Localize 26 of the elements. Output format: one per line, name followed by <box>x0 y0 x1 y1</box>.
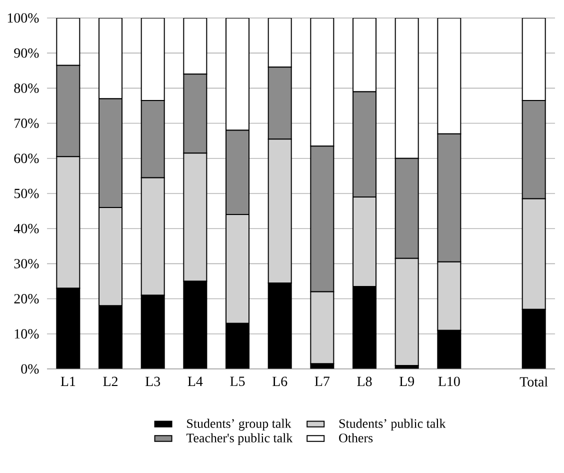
legend-label: Students’ group talk <box>187 418 292 431</box>
y-tick-label: 90% <box>14 48 39 58</box>
y-tick-label: 80% <box>14 83 39 93</box>
legend-label: Teacher's public talk <box>186 433 293 446</box>
y-tick-label: 40% <box>14 224 39 234</box>
legend-label: Students’ public talk <box>339 418 446 431</box>
y-tick-label: 20% <box>14 294 39 304</box>
x-tick-label: L2 <box>103 376 118 386</box>
x-tick-label: L3 <box>146 376 160 386</box>
x-tick-label: L5 <box>230 376 245 386</box>
x-tick-label: L6 <box>272 376 288 386</box>
x-tick-label: L7 <box>314 376 330 386</box>
y-tick-label: 70% <box>14 118 39 128</box>
x-tick-label: L10 <box>438 376 460 386</box>
y-tick-label: 100% <box>8 13 39 23</box>
x-tick-label: L4 <box>188 376 203 386</box>
y-tick-label: 0% <box>21 364 39 374</box>
x-tick-label: L8 <box>357 376 372 386</box>
y-tick-label: 50% <box>14 188 39 198</box>
legend-label: Others <box>339 433 373 442</box>
x-tick-label: Total <box>520 376 548 387</box>
y-tick-label: 30% <box>14 258 39 268</box>
x-tick-label: L1 <box>60 376 76 386</box>
y-tick-label: 10% <box>14 329 39 339</box>
x-tick-label: L9 <box>400 376 414 386</box>
y-tick-label: 60% <box>14 154 39 164</box>
